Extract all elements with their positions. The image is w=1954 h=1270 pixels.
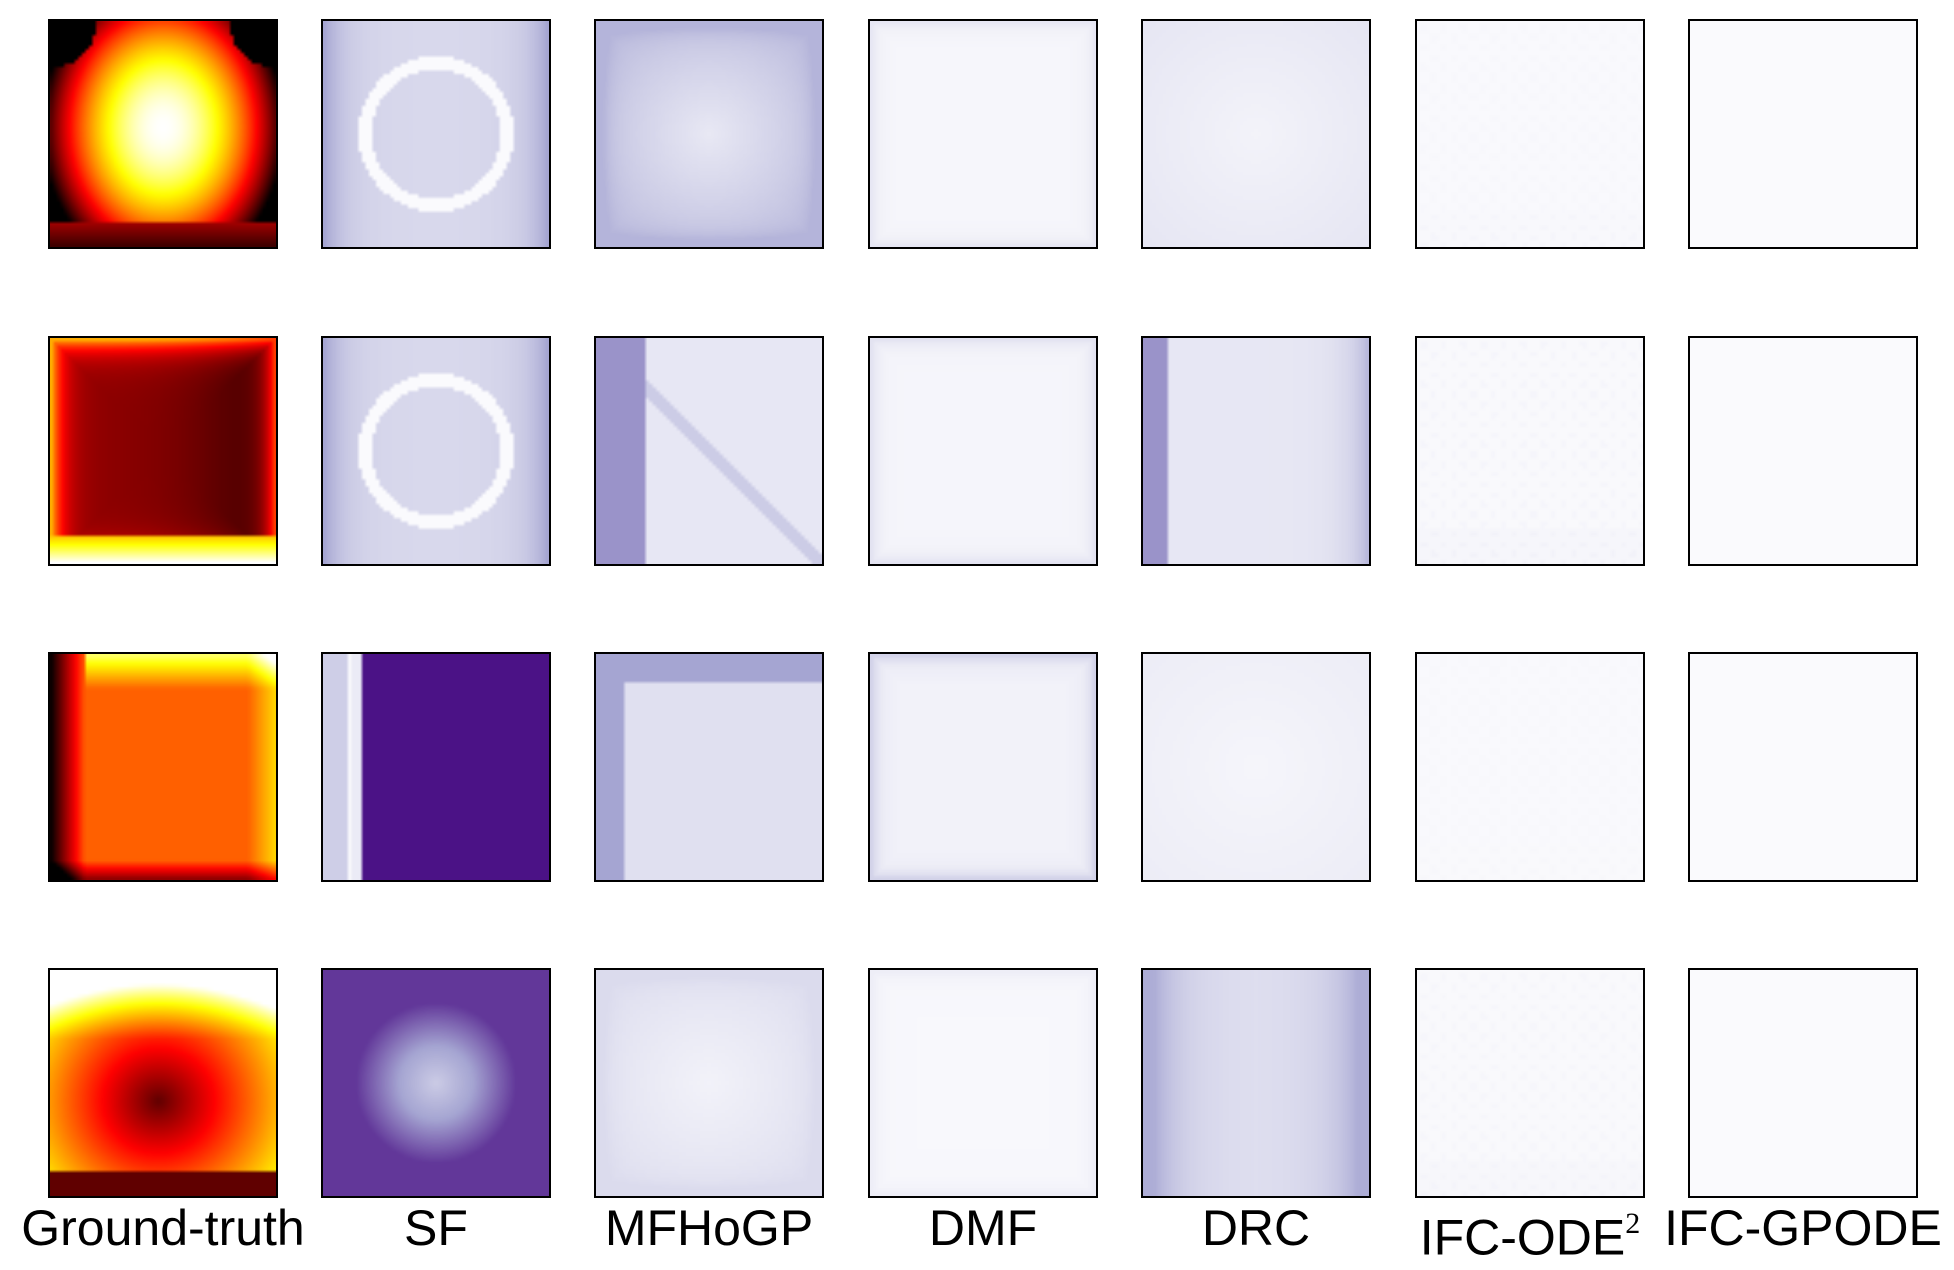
heatmap-cell-r1-mfhogp [594, 19, 824, 249]
heatmap-canvas [1417, 21, 1643, 247]
heatmap-cell-r4-drc [1141, 968, 1371, 1198]
heatmap-cell-r4-dmf [868, 968, 1098, 1198]
heatmap-canvas [1143, 21, 1369, 247]
heatmap-cell-r3-ifc-ode [1415, 652, 1645, 882]
heatmap-canvas [50, 338, 276, 564]
heatmap-cell-r2-sf [321, 336, 551, 566]
heatmap-cell-r3-drc [1141, 652, 1371, 882]
heatmap-canvas [323, 338, 549, 564]
column-label-ifc-gpode: IFC-GPODE [1643, 1198, 1954, 1258]
column-label-mfhogp: MFHoGP [549, 1198, 869, 1258]
column-label-text: DMF [928, 1200, 1038, 1256]
heatmap-cell-r3-ground-truth [48, 652, 278, 882]
heatmap-canvas [1143, 970, 1369, 1196]
column-label-superscript: 2 [1625, 1207, 1641, 1240]
column-label-text: IFC-GPODE [1664, 1200, 1942, 1256]
heatmap-canvas [596, 970, 822, 1196]
heatmap-cell-r2-ifc-gpode [1688, 336, 1918, 566]
column-label-text: DRC [1201, 1200, 1311, 1256]
column-label-text: SF [404, 1200, 468, 1256]
heatmap-cell-r2-mfhogp [594, 336, 824, 566]
heatmap-cell-r3-dmf [868, 652, 1098, 882]
heatmap-canvas [870, 21, 1096, 247]
heatmap-cell-r2-dmf [868, 336, 1098, 566]
heatmap-canvas [50, 970, 276, 1196]
heatmap-cell-r1-ifc-ode [1415, 19, 1645, 249]
heatmap-cell-r2-drc [1141, 336, 1371, 566]
heatmap-cell-r2-ifc-ode [1415, 336, 1645, 566]
heatmap-canvas [596, 338, 822, 564]
heatmap-cell-r4-sf [321, 968, 551, 1198]
heatmap-canvas [323, 21, 549, 247]
heatmap-cell-r1-ifc-gpode [1688, 19, 1918, 249]
heatmap-canvas [1417, 970, 1643, 1196]
heatmap-canvas [50, 654, 276, 880]
heatmap-canvas [1690, 338, 1916, 564]
heatmap-canvas [1143, 654, 1369, 880]
heatmap-cell-r3-mfhogp [594, 652, 824, 882]
heatmap-cell-r1-ground-truth [48, 19, 278, 249]
heatmap-cell-r4-ifc-gpode [1688, 968, 1918, 1198]
heatmap-cell-r3-ifc-gpode [1688, 652, 1918, 882]
heatmap-canvas [1143, 338, 1369, 564]
column-label-dmf: DMF [823, 1198, 1143, 1258]
heatmap-canvas [323, 654, 549, 880]
heatmap-canvas [596, 21, 822, 247]
heatmap-cell-r1-dmf [868, 19, 1098, 249]
heatmap-canvas [1690, 654, 1916, 880]
column-label-ifc-ode: IFC-ODE2 [1370, 1198, 1690, 1268]
heatmap-canvas [1690, 21, 1916, 247]
column-label-sf: SF [276, 1198, 596, 1258]
heatmap-cell-r4-mfhogp [594, 968, 824, 1198]
heatmap-cell-r1-sf [321, 19, 551, 249]
column-label-text: MFHoGP [604, 1200, 814, 1256]
heatmap-cell-r4-ifc-ode [1415, 968, 1645, 1198]
heatmap-canvas [50, 21, 276, 247]
column-label-text: IFC-ODE [1419, 1209, 1626, 1266]
column-label-drc: DRC [1096, 1198, 1416, 1258]
heatmap-canvas [323, 970, 549, 1196]
heatmap-cell-r3-sf [321, 652, 551, 882]
column-label-text: Ground-truth [21, 1200, 305, 1256]
heatmap-canvas [870, 654, 1096, 880]
heatmap-cell-r1-drc [1141, 19, 1371, 249]
heatmap-canvas [1417, 654, 1643, 880]
heatmap-canvas [1417, 338, 1643, 564]
heatmap-canvas [1690, 970, 1916, 1196]
heatmap-canvas [870, 338, 1096, 564]
heatmap-canvas [870, 970, 1096, 1196]
heatmap-cell-r4-ground-truth [48, 968, 278, 1198]
heatmap-cell-r2-ground-truth [48, 336, 278, 566]
column-label-ground-truth: Ground-truth [3, 1198, 323, 1258]
heatmap-canvas [596, 654, 822, 880]
